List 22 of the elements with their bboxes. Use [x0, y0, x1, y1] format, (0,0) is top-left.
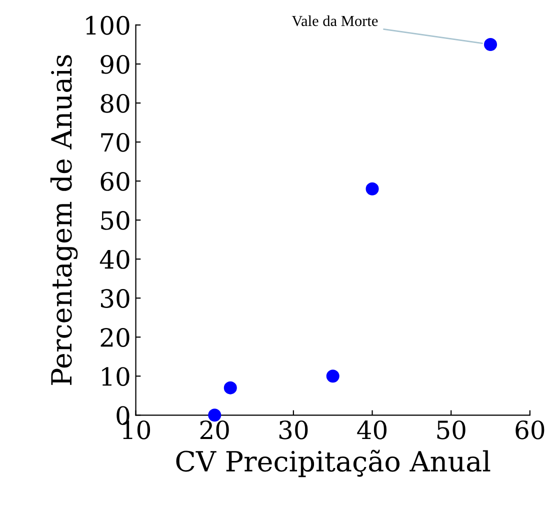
x-tick-label: 20: [200, 420, 229, 440]
x-tick-label: 40: [357, 420, 387, 440]
y-tick-label: 80: [100, 94, 130, 113]
y-tick-label: 20: [100, 328, 130, 347]
point: [326, 370, 340, 383]
y-tick-label: 100: [86, 16, 130, 35]
y-tick-label: 40: [100, 250, 130, 269]
y-tick-label: 50: [101, 211, 130, 230]
y-axis-title: Percentagem de Anuais: [50, 55, 78, 385]
y-tick-label: 60: [100, 172, 130, 191]
annotation: Vale da Morte: [292, 15, 378, 26]
point: [484, 38, 498, 52]
y-tick-label: 70: [101, 132, 130, 152]
x-axis-title: CV Precipitação Anual: [176, 450, 490, 478]
point: [224, 381, 237, 394]
x-tick-label: 50: [437, 420, 466, 440]
y-tick-label: 30: [101, 289, 130, 308]
point: [366, 182, 379, 196]
y-tick-label: 10: [102, 367, 130, 386]
x-tick-label: 30: [279, 420, 308, 440]
x-tick-label: 60: [516, 420, 544, 440]
y-tick-label: 90: [100, 54, 130, 74]
